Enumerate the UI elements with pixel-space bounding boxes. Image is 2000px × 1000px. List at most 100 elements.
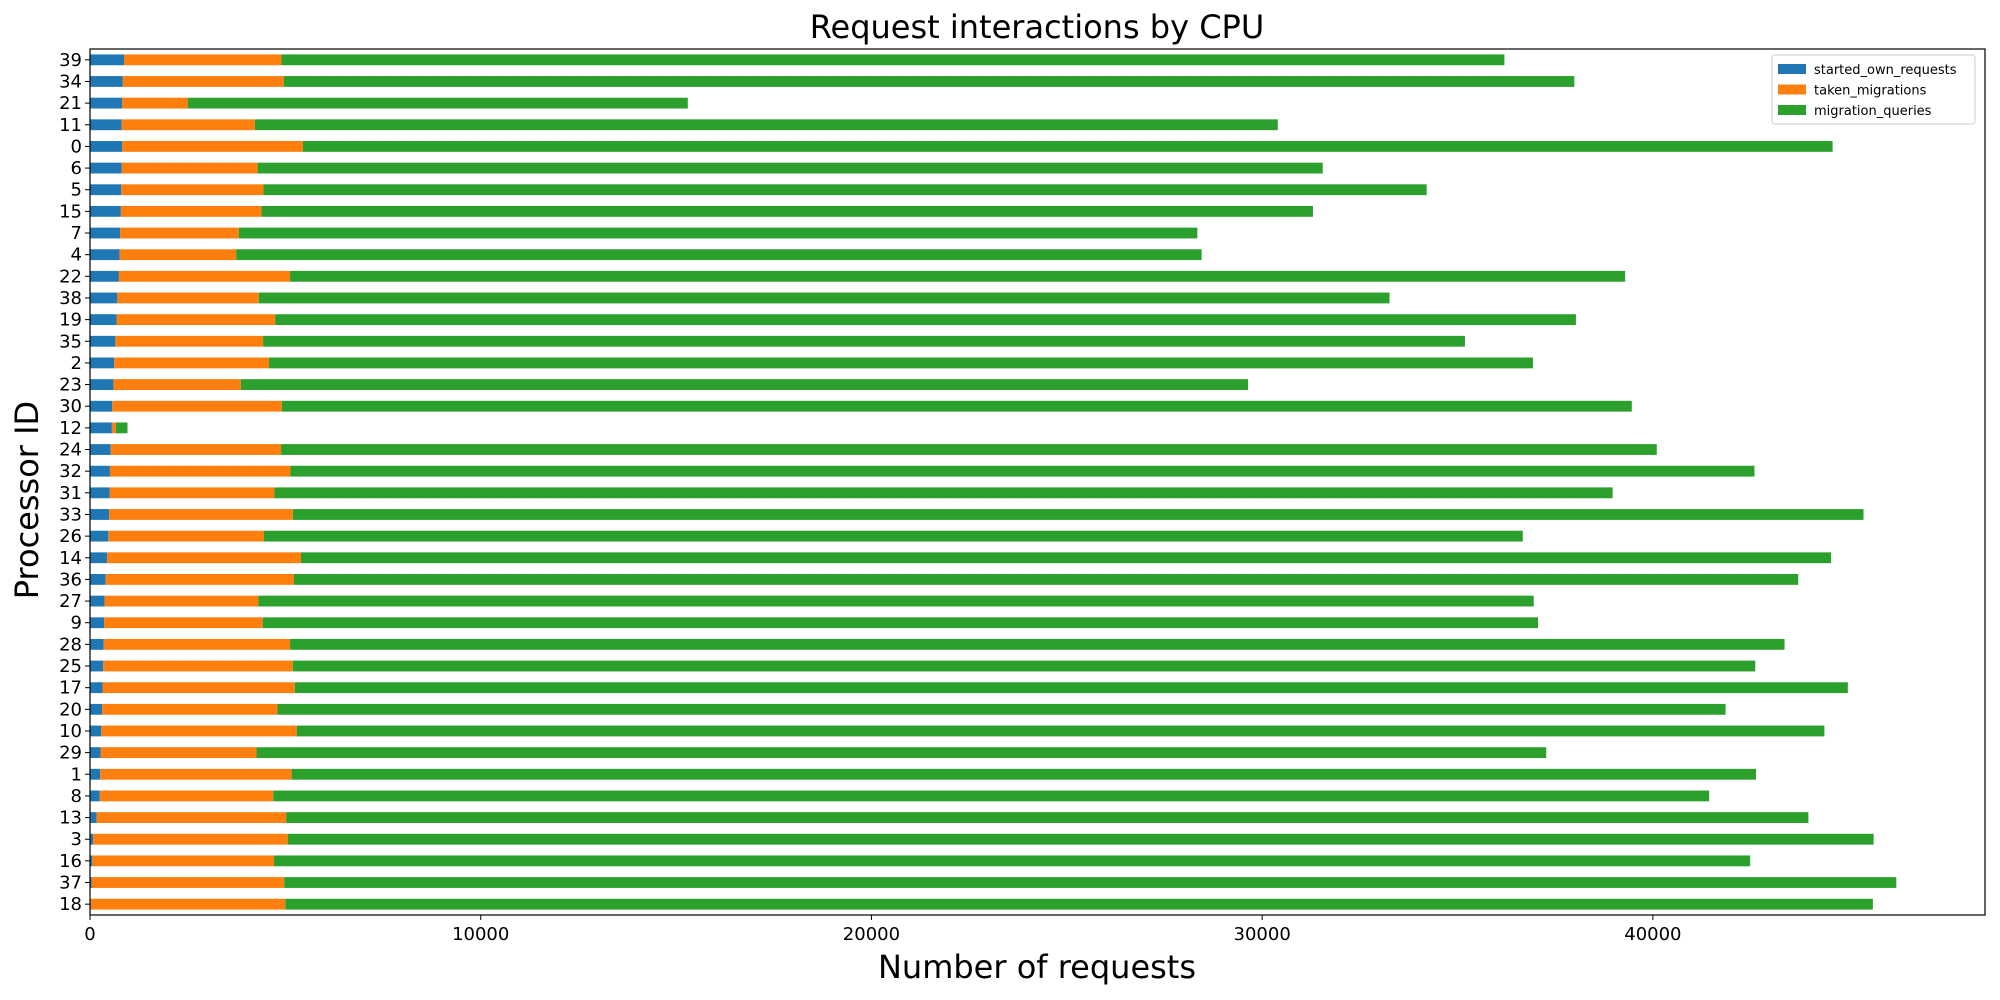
y-tick-label: 10 <box>59 721 82 742</box>
bar-started_own_requests-cpu-9 <box>90 617 105 629</box>
bar-started_own_requests-cpu-30 <box>90 400 113 412</box>
y-tick-label: 34 <box>59 71 82 92</box>
bar-migration_queries-cpu-4 <box>236 249 1202 261</box>
bar-started_own_requests-cpu-33 <box>90 509 110 520</box>
bar-started_own_requests-cpu-16 <box>90 855 93 867</box>
bar-migration_queries-cpu-22 <box>290 270 1626 282</box>
x-tick-label: 20000 <box>843 924 900 945</box>
legend-label-taken_migrations: taken_migrations <box>1814 84 1927 99</box>
y-tick-label: 27 <box>59 591 82 612</box>
bar-started_own_requests-cpu-5 <box>90 184 122 196</box>
y-tick-label: 16 <box>59 851 82 872</box>
x-axis-label: Number of requests <box>878 948 1196 986</box>
bar-migration_queries-cpu-35 <box>263 335 1465 347</box>
bar-migration_queries-cpu-28 <box>290 638 1785 650</box>
y-tick-label: 30 <box>59 396 82 417</box>
bar-taken_migrations-cpu-13 <box>96 812 287 823</box>
bar-taken_migrations-cpu-0 <box>122 141 303 152</box>
y-tick-label: 20 <box>59 699 82 720</box>
y-tick-label: 21 <box>59 93 82 114</box>
y-tick-label: 2 <box>71 353 82 374</box>
bar-taken_migrations-cpu-19 <box>116 314 276 326</box>
bar-taken_migrations-cpu-11 <box>121 119 255 131</box>
bar-taken_migrations-cpu-36 <box>105 574 294 585</box>
bar-taken_migrations-cpu-20 <box>102 703 278 715</box>
bar-started_own_requests-cpu-12 <box>90 422 112 434</box>
bar-started_own_requests-cpu-32 <box>90 465 110 477</box>
bar-started_own_requests-cpu-31 <box>90 487 110 499</box>
bar-migration_queries-cpu-33 <box>292 509 1864 520</box>
bar-migration_queries-cpu-16 <box>274 855 1751 867</box>
bar-started_own_requests-cpu-27 <box>90 595 105 607</box>
y-tick-label: 18 <box>59 894 82 915</box>
bar-migration_queries-cpu-17 <box>294 682 1848 694</box>
y-tick-label: 29 <box>59 743 82 764</box>
bar-started_own_requests-cpu-37 <box>90 877 92 888</box>
bar-started_own_requests-cpu-15 <box>90 205 121 217</box>
bar-migration_queries-cpu-24 <box>281 444 1657 455</box>
y-tick-label: 22 <box>59 266 82 287</box>
bar-taken_migrations-cpu-16 <box>92 855 275 867</box>
bar-migration_queries-cpu-12 <box>115 422 128 434</box>
bar-taken_migrations-cpu-26 <box>108 530 264 542</box>
plot-frame <box>89 48 1986 916</box>
bar-migration_queries-cpu-1 <box>291 768 1757 780</box>
bar-started_own_requests-cpu-3 <box>90 833 94 845</box>
bar-taken_migrations-cpu-35 <box>115 335 264 347</box>
bar-started_own_requests-cpu-13 <box>90 812 97 823</box>
bar-taken_migrations-cpu-17 <box>102 682 295 694</box>
bar-taken_migrations-cpu-7 <box>120 227 239 239</box>
y-tick-label: 31 <box>59 483 82 504</box>
y-tick-label: 17 <box>59 678 82 699</box>
bar-started_own_requests-cpu-21 <box>90 97 123 109</box>
bar-started_own_requests-cpu-17 <box>90 682 103 694</box>
y-axis-ticks: 3934211106515742238193522330122432313326… <box>59 50 90 915</box>
bar-taken_migrations-cpu-2 <box>114 357 269 369</box>
legend-swatch-started_own_requests <box>1778 64 1806 74</box>
bar-started_own_requests-cpu-0 <box>90 141 123 152</box>
bar-migration_queries-cpu-18 <box>285 898 1873 910</box>
bar-started_own_requests-cpu-23 <box>90 379 114 390</box>
bar-taken_migrations-cpu-5 <box>121 184 264 196</box>
bar-taken_migrations-cpu-14 <box>107 552 301 564</box>
bar-migration_queries-cpu-11 <box>254 119 1278 131</box>
x-tick-label: 40000 <box>1624 924 1681 945</box>
bar-taken_migrations-cpu-31 <box>109 487 275 499</box>
y-tick-label: 35 <box>59 331 82 352</box>
bar-migration_queries-cpu-13 <box>286 812 1809 823</box>
bar-taken_migrations-cpu-10 <box>101 725 297 737</box>
legend: started_own_requests taken_migrationsmigr… <box>1771 54 1976 125</box>
bar-taken_migrations-cpu-25 <box>103 660 293 672</box>
y-tick-label: 23 <box>59 375 82 396</box>
bar-migration_queries-cpu-5 <box>263 184 1427 196</box>
y-tick-label: 33 <box>59 504 82 525</box>
bar-started_own_requests-cpu-8 <box>90 790 100 802</box>
bar-taken_migrations-cpu-30 <box>112 400 282 412</box>
bar-taken_migrations-cpu-18 <box>90 898 286 910</box>
y-axis-label: Processor ID <box>8 401 46 599</box>
bar-taken_migrations-cpu-32 <box>109 465 291 477</box>
bar-started_own_requests-cpu-36 <box>90 574 106 585</box>
y-tick-label: 26 <box>59 526 82 547</box>
y-tick-label: 25 <box>59 656 82 677</box>
bar-migration_queries-cpu-14 <box>300 552 1832 564</box>
y-tick-label: 15 <box>59 201 82 222</box>
bar-started_own_requests-cpu-26 <box>90 530 109 542</box>
bar-taken_migrations-cpu-15 <box>120 205 262 217</box>
x-tick-label: 0 <box>84 924 95 945</box>
bar-started_own_requests-cpu-2 <box>90 357 115 369</box>
bar-migration_queries-cpu-6 <box>257 162 1323 174</box>
bar-taken_migrations-cpu-8 <box>99 790 274 802</box>
bar-migration_queries-cpu-19 <box>275 314 1576 326</box>
bar-migration_queries-cpu-23 <box>240 379 1249 390</box>
y-tick-label: 28 <box>59 634 82 655</box>
bar-taken_migrations-cpu-33 <box>109 509 293 520</box>
bar-started_own_requests-cpu-24 <box>90 444 111 455</box>
bar-taken_migrations-cpu-34 <box>122 76 284 87</box>
bar-started_own_requests-cpu-28 <box>90 638 104 650</box>
bar-taken_migrations-cpu-24 <box>110 444 282 455</box>
y-tick-label: 11 <box>59 115 82 136</box>
y-tick-label: 39 <box>59 50 82 71</box>
bar-migration_queries-cpu-26 <box>263 530 1523 542</box>
